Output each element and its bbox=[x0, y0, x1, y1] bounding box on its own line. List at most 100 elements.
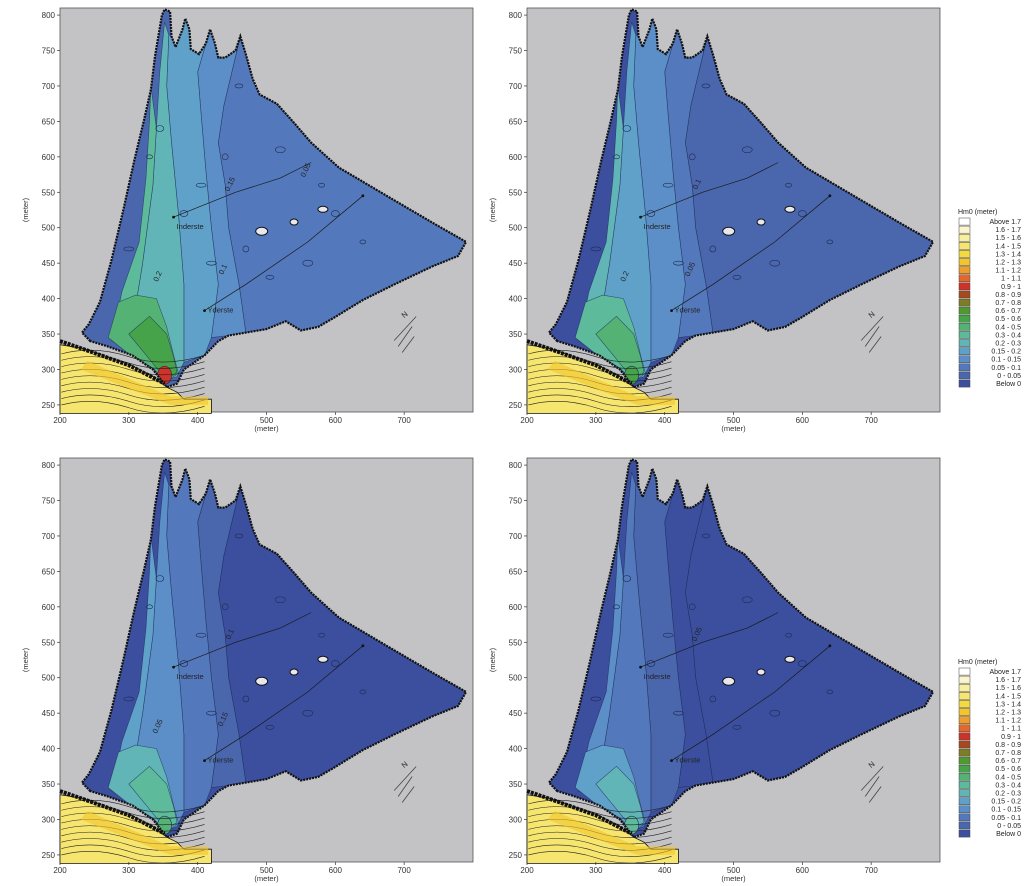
map-panel-bottom-left: IndersteYderste0.10.150.05N8007507006506… bbox=[21, 457, 474, 883]
contour-blob bbox=[732, 725, 742, 730]
y-tick-label: 400 bbox=[509, 745, 523, 754]
y-tick-label: 300 bbox=[509, 815, 523, 824]
legend-swatch bbox=[958, 233, 971, 242]
transect-outer bbox=[204, 645, 364, 761]
point-inner bbox=[639, 665, 642, 669]
legend-label: 0.05 - 0.1 bbox=[991, 365, 1021, 372]
legend-label: 0.2 - 0.3 bbox=[995, 791, 1021, 798]
x-tick-label: 300 bbox=[589, 416, 603, 425]
x-tick-label: 500 bbox=[260, 416, 274, 425]
contour-blob bbox=[785, 182, 792, 188]
y-tick-label: 800 bbox=[42, 11, 56, 20]
y-tick-label: 800 bbox=[509, 461, 523, 470]
legend-label: 0.15 - 0.2 bbox=[991, 799, 1021, 806]
y-tick-label: 350 bbox=[509, 780, 523, 789]
outer-sea-contour-line bbox=[528, 819, 672, 832]
point-outer bbox=[203, 759, 206, 763]
contour-blob bbox=[613, 604, 620, 610]
island-marker bbox=[255, 226, 269, 236]
legend-swatch bbox=[958, 363, 971, 372]
legend-label: 0.4 - 0.5 bbox=[995, 324, 1021, 331]
island-marker bbox=[756, 668, 766, 676]
point-end bbox=[828, 644, 832, 648]
map-panel-bottom-right: IndersteYderste0.05N80075070065060055050… bbox=[488, 457, 941, 883]
contour-blob bbox=[826, 689, 834, 695]
legend-label: 0.6 - 0.7 bbox=[995, 758, 1021, 765]
legend-swatch bbox=[958, 379, 971, 388]
legend-swatch bbox=[958, 371, 971, 380]
legend-title: Hm0 (meter) bbox=[958, 209, 997, 216]
y-tick-label: 800 bbox=[509, 11, 523, 20]
island-marker bbox=[722, 676, 736, 686]
outer-sea-contour-line bbox=[61, 362, 205, 376]
contour-blob bbox=[673, 710, 684, 716]
y-tick-label: 250 bbox=[42, 851, 56, 860]
contour-blob bbox=[709, 695, 717, 703]
label-yderste: Yderste bbox=[675, 306, 701, 315]
contour-blob bbox=[195, 632, 207, 638]
contour-blob bbox=[318, 632, 325, 638]
outer-sea-contour-line bbox=[61, 369, 205, 382]
y-tick-label: 750 bbox=[42, 497, 56, 506]
y-tick-label: 500 bbox=[42, 674, 56, 683]
x-tick-label: 600 bbox=[329, 866, 343, 875]
y-tick-label: 600 bbox=[509, 153, 523, 162]
y-tick-label: 700 bbox=[509, 532, 523, 541]
legend-label: 0.5 - 0.6 bbox=[995, 316, 1021, 323]
contour-value-label: 0.1 bbox=[217, 263, 230, 276]
outer-sea-shade bbox=[547, 361, 675, 405]
north-label: N bbox=[400, 309, 410, 319]
legend-label: 1.3 - 1.4 bbox=[995, 251, 1021, 258]
legend-label: 0.2 - 0.3 bbox=[995, 341, 1021, 348]
legend-label: 0.05 - 0.1 bbox=[991, 815, 1021, 822]
legend-label: 1.3 - 1.4 bbox=[995, 701, 1021, 708]
legend-swatch bbox=[958, 797, 971, 805]
contour-blob bbox=[646, 210, 656, 217]
legend-bottom: Hm0 (meter)Above 1.71.6 - 1.71.5 - 1.61.… bbox=[958, 659, 1021, 838]
point-outer bbox=[670, 759, 673, 763]
outer-sea-shade bbox=[80, 361, 208, 405]
y-tick-label: 700 bbox=[509, 82, 523, 91]
legend-label: 0.6 - 0.7 bbox=[995, 308, 1021, 315]
outer-sea-contour-line bbox=[61, 831, 205, 845]
legend-label: Below 0 bbox=[996, 381, 1021, 388]
y-tick-label: 400 bbox=[42, 295, 56, 304]
x-tick-label: 600 bbox=[329, 416, 343, 425]
x-tick-label: 700 bbox=[397, 866, 411, 875]
legend-swatch bbox=[958, 667, 971, 676]
contour-blob bbox=[688, 153, 696, 161]
outer-sea-shade bbox=[547, 811, 675, 855]
y-tick-label: 350 bbox=[42, 330, 56, 339]
contour-value-label: 0.1 bbox=[691, 178, 704, 191]
north-arrow-icon: N bbox=[393, 309, 417, 353]
outer-sea-contour-line bbox=[528, 850, 672, 864]
contour-blob bbox=[769, 259, 781, 267]
legend-swatch bbox=[958, 708, 971, 716]
island-marker bbox=[289, 218, 299, 226]
outer-sea-contour-line bbox=[528, 362, 672, 376]
island-marker bbox=[722, 226, 736, 236]
x-tick-label: 600 bbox=[796, 416, 810, 425]
outer-sea-contour-line bbox=[61, 819, 205, 832]
contour-blob bbox=[785, 632, 792, 638]
contour-value-label: 0.2 bbox=[151, 270, 164, 283]
x-axis-label: (meter) bbox=[721, 424, 746, 433]
legend-swatch bbox=[958, 716, 971, 724]
legend-swatch bbox=[958, 805, 971, 814]
y-tick-label: 600 bbox=[42, 603, 56, 612]
x-tick-label: 200 bbox=[520, 416, 534, 425]
outer-sea-contour-line bbox=[61, 381, 205, 395]
x-tick-label: 200 bbox=[53, 416, 67, 425]
y-tick-label: 750 bbox=[42, 47, 56, 56]
y-tick-label: 700 bbox=[42, 532, 56, 541]
label-inderste: Inderste bbox=[177, 222, 204, 231]
outer-sea-shade bbox=[80, 811, 208, 855]
legend-label: 0.8 - 0.9 bbox=[995, 292, 1021, 299]
outer-sea-contour-line bbox=[61, 400, 205, 414]
legend-label: Above 1.7 bbox=[989, 669, 1021, 676]
y-tick-label: 350 bbox=[509, 330, 523, 339]
legend-label: 1 - 1.1 bbox=[1001, 276, 1021, 283]
legend-label: 1.4 - 1.5 bbox=[995, 243, 1021, 250]
legend-swatch bbox=[958, 781, 971, 789]
